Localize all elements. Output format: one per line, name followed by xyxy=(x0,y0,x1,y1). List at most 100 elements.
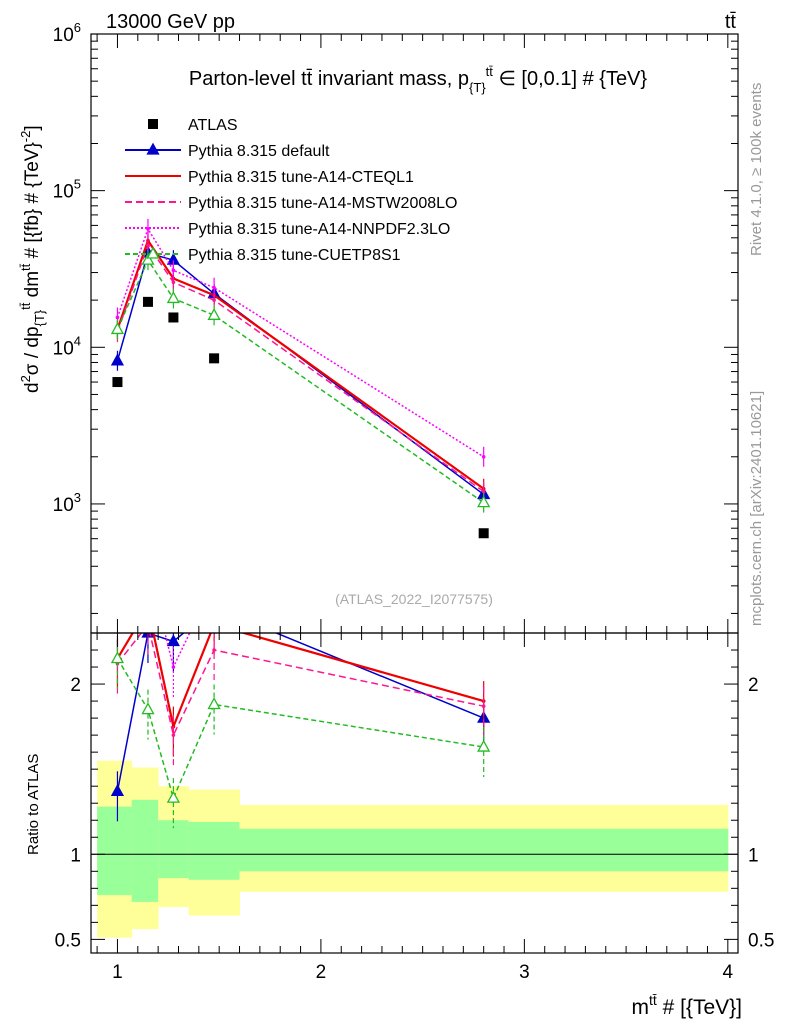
ratio-point xyxy=(171,733,176,737)
legend-entry: Pythia 8.315 tune-A14-CTEQL1 xyxy=(125,169,414,186)
chart-title: Parton-level tt̄ invariant mass, p{T}tt̄… xyxy=(189,64,647,95)
ratio-tick-label: 2 xyxy=(70,675,81,696)
series-point xyxy=(481,489,486,494)
ratio-point xyxy=(481,704,486,708)
legend-entry: ATLAS xyxy=(148,117,238,134)
analysis-watermark: (ATLAS_2022_I2077575) xyxy=(335,591,493,607)
series-point xyxy=(212,298,216,302)
series-point xyxy=(146,243,150,247)
series-line xyxy=(116,227,485,458)
legend-label: Pythia 8.315 tune-A14-CTEQL1 xyxy=(188,169,414,186)
series-3 xyxy=(115,218,486,467)
legend-label: Pythia 8.315 tune-A14-MSTW2008LO xyxy=(188,195,457,212)
ratio-series-3 xyxy=(116,563,486,698)
series-point xyxy=(171,280,176,285)
green-band-bin xyxy=(158,820,190,879)
ratio-tick-label: 0.5 xyxy=(55,930,81,951)
x-tick-label: 4 xyxy=(723,962,734,983)
ratio-point xyxy=(166,790,181,803)
series-point xyxy=(477,495,491,508)
y-tick-label: 106 xyxy=(53,20,81,46)
atlas-point xyxy=(478,528,489,539)
legend-entry: Pythia 8.315 tune-CUETP8S1 xyxy=(125,246,401,264)
atlas-data xyxy=(112,296,489,539)
ratio-point xyxy=(212,580,216,584)
ratio-tick-label-right: 0.5 xyxy=(748,930,774,951)
axes: 1 2 3 4 103 104 105 106 0.5 0.5 1 1 2 2 xyxy=(53,20,775,983)
main-y-axis-label: d2σ / dp{T}tt̄ dmtt̄ # [{fb} # {TeV}-2] xyxy=(18,125,47,393)
ratio-point xyxy=(209,601,220,611)
legend-label: ATLAS xyxy=(188,117,238,134)
series-1 xyxy=(115,230,486,499)
legend-entry: Pythia 8.315 tune-A14-MSTW2008LO xyxy=(125,195,457,212)
ratio-point xyxy=(212,648,216,652)
series-point xyxy=(115,315,120,320)
ratio-point xyxy=(166,634,181,647)
ratio-point xyxy=(207,697,221,710)
y-tick-label: 105 xyxy=(53,177,81,203)
x-tick-label: 2 xyxy=(316,962,327,983)
header-process-label: tt̄ xyxy=(725,11,737,33)
ratio-line xyxy=(164,633,191,670)
ratio-series-4 xyxy=(110,638,491,829)
green-band-bin xyxy=(239,828,729,872)
ratio-point xyxy=(141,702,155,715)
ratio-point xyxy=(110,651,125,664)
ratio-point xyxy=(146,623,150,627)
series-point xyxy=(141,252,155,265)
series-4 xyxy=(110,250,491,513)
header-energy-label: 13000 GeV pp xyxy=(106,11,235,33)
ratio-point xyxy=(212,623,216,627)
ratio-point xyxy=(146,563,150,567)
green-band-bin xyxy=(97,806,133,896)
series-point xyxy=(110,353,125,366)
green-band-bin xyxy=(131,799,159,902)
legend-marker xyxy=(146,142,160,155)
ratio-point xyxy=(146,606,150,610)
series-0 xyxy=(110,242,491,505)
ratio-series-1 xyxy=(115,606,486,757)
legend-label: Pythia 8.315 default xyxy=(188,143,330,160)
ratio-tick-label-right: 1 xyxy=(748,845,759,866)
x-tick-label: 1 xyxy=(112,962,123,983)
series-point xyxy=(481,454,486,459)
ratio-uncertainty-bands xyxy=(91,760,738,938)
atlas-point xyxy=(142,296,153,307)
ratio-frame xyxy=(90,632,739,954)
atlas-point xyxy=(168,312,179,323)
y-tick-label: 103 xyxy=(53,490,81,516)
legend-marker xyxy=(146,246,160,259)
atlas-point xyxy=(112,377,123,388)
ratio-tick-label-right: 2 xyxy=(748,675,759,696)
x-axis-label: mtt̄ # [{TeV}] xyxy=(631,992,742,1019)
legend-label: Pythia 8.315 tune-CUETP8S1 xyxy=(188,247,401,264)
x-tick-label: 3 xyxy=(519,962,530,983)
legend-atlas-marker xyxy=(148,119,158,129)
legend-entry: Pythia 8.315 default xyxy=(125,142,330,160)
series-line xyxy=(116,252,485,496)
legend-entry: Pythia 8.315 tune-A14-NNPDF2.3LO xyxy=(125,221,450,238)
atlas-point xyxy=(209,353,220,364)
series-point xyxy=(171,268,176,273)
ratio-point xyxy=(477,739,491,752)
y-tick-label: 104 xyxy=(53,333,81,359)
legend: ATLAS Pythia 8.315 default Pythia 8.315 tu… xyxy=(125,117,457,264)
ratio-point xyxy=(482,580,486,584)
series-point xyxy=(166,291,181,304)
series-point xyxy=(207,307,221,320)
ratio-line xyxy=(116,658,484,801)
main-plot-area xyxy=(110,218,491,539)
ratio-tick-label: 1 xyxy=(70,845,81,866)
series-point xyxy=(212,285,216,290)
mcplots-label: mcplots.cern.ch [arXiv:2401.10621] xyxy=(748,391,765,626)
rivet-version-label: Rivet 4.1.0, ≥ 100k events xyxy=(748,83,765,256)
ratio-point xyxy=(171,665,176,669)
ratio-point xyxy=(116,614,120,618)
green-band-bin xyxy=(188,821,241,880)
series-point xyxy=(146,227,150,231)
legend-label: Pythia 8.315 tune-A14-NNPDF2.3LO xyxy=(188,221,450,238)
ratio-point xyxy=(110,783,125,796)
ratio-y-axis-label: Ratio to ATLAS xyxy=(25,754,42,855)
ratio-plot-area xyxy=(110,563,491,829)
